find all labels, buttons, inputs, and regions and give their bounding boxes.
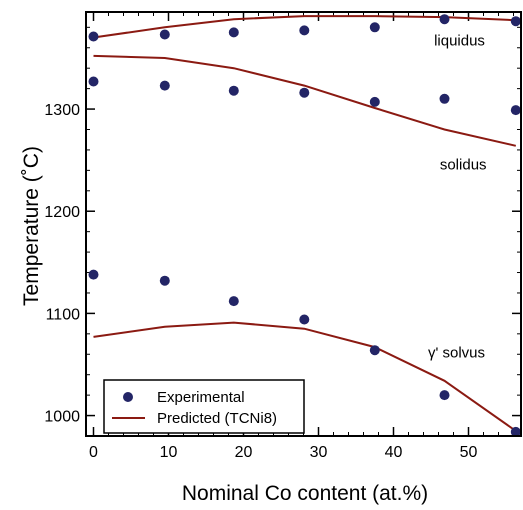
x-tick-label: 50 — [460, 444, 478, 461]
experimental-point — [510, 16, 521, 27]
predicted-line-2 — [93, 321, 517, 432]
legend-box — [103, 379, 305, 434]
experimental-points-layer — [88, 14, 521, 437]
y-axis-title: Temperature (˚C) — [20, 146, 43, 306]
experimental-point — [159, 29, 170, 40]
experimental-point — [510, 105, 521, 116]
legend-marker-experimental — [123, 392, 133, 402]
experimental-point — [299, 25, 310, 36]
y-tick-label: 1200 — [44, 204, 80, 221]
experimental-point — [299, 87, 310, 98]
annotation-label: solidus — [440, 156, 487, 173]
legend-label-experimental: Experimental — [157, 389, 245, 406]
experimental-point — [439, 93, 450, 104]
x-axis-title: Nominal Co content (at.%) — [182, 482, 428, 505]
experimental-point — [88, 31, 99, 42]
x-tick-label: 10 — [160, 444, 178, 461]
experimental-point — [228, 85, 239, 96]
experimental-point — [369, 22, 380, 33]
legend-label-predicted: Predicted (TCNi8) — [157, 410, 277, 427]
experimental-point — [159, 275, 170, 286]
predicted-line-1 — [93, 54, 517, 147]
x-tick-label: 20 — [235, 444, 253, 461]
experimental-point — [88, 269, 99, 280]
annotations-layer: liquidus solidus γ' solvus — [428, 33, 487, 362]
predicted-lines-layer — [93, 15, 517, 432]
experimental-point — [369, 345, 380, 356]
annotation-label: γ' solvus — [428, 344, 485, 361]
annotation-label: liquidus — [434, 33, 485, 50]
experimental-point — [299, 314, 310, 325]
y-tick-label: 1300 — [44, 102, 80, 119]
experimental-point — [159, 80, 170, 91]
x-tick-label: 40 — [385, 444, 403, 461]
x-tick-label: 0 — [89, 444, 98, 461]
experimental-point — [88, 76, 99, 87]
plot-frame — [85, 11, 522, 437]
legend: Experimental Predicted (TCNi8) — [103, 379, 305, 434]
experimental-point — [510, 426, 521, 437]
y-tick-label: 1100 — [46, 306, 81, 323]
experimental-point — [439, 390, 450, 401]
experimental-point — [439, 14, 450, 25]
experimental-point — [369, 96, 380, 107]
experimental-point — [228, 27, 239, 38]
x-tick-label: 30 — [310, 444, 328, 461]
y-tick-label: 1000 — [44, 409, 80, 426]
experimental-point — [228, 296, 239, 307]
